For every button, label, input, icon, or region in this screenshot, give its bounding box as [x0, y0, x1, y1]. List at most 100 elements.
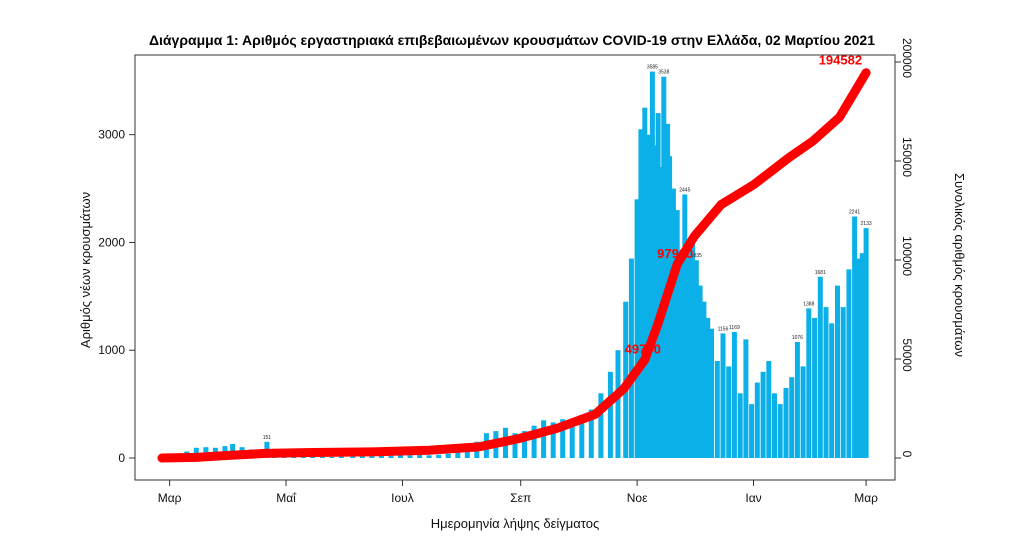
bar: [789, 377, 795, 458]
bar: [846, 269, 852, 458]
bars-layer: [159, 71, 869, 459]
bar: [319, 456, 325, 458]
bar: [686, 247, 692, 458]
bar: [754, 382, 760, 458]
y-right-tick-label: 200000: [900, 38, 914, 78]
bar: [550, 422, 556, 458]
bar: [388, 455, 394, 458]
y-left-tick-label: 0: [118, 451, 125, 465]
bar: [726, 366, 732, 458]
bar-value-label: 2445: [679, 188, 690, 194]
bar: [638, 129, 644, 459]
bar: [634, 199, 640, 459]
bar: [455, 449, 461, 458]
chart-title: Διάγραμμα 1: Αριθμός εργαστηριακά επιβεβ…: [149, 32, 875, 48]
bar: [655, 113, 661, 458]
bar: [531, 425, 537, 458]
axes-layer: 0 1000 2000 3000 0 50000 100000 150000 200000 Μαρ…: [98, 38, 914, 505]
bar: [856, 258, 861, 458]
bar: [615, 350, 621, 458]
bar-value-label: 1156: [718, 326, 729, 332]
x-tick-label: Μαρ: [854, 491, 878, 505]
y-right-tick-label: 50000: [900, 338, 914, 372]
bar: [445, 453, 451, 458]
x-tick-label: Μαρ: [158, 491, 182, 505]
bar: [661, 76, 667, 458]
bar: [350, 456, 356, 458]
bar: [682, 194, 688, 458]
bar: [674, 210, 680, 458]
bar: [859, 253, 865, 458]
bar: [598, 393, 604, 458]
bar: [777, 404, 783, 458]
x-tick-label: Μαΐ: [276, 491, 297, 505]
bar-value-label: 1388: [803, 301, 814, 307]
bar: [300, 456, 306, 458]
x-axis-label: Ημερομηνία λήψης δείγματος: [431, 516, 600, 531]
bar: [823, 307, 829, 458]
y-left-tick-label: 2000: [98, 235, 125, 249]
bar: [398, 455, 403, 458]
bar: [800, 366, 806, 458]
bar: [426, 455, 432, 458]
bar-value-label: 151: [263, 435, 272, 441]
y-left-tick-label: 3000: [98, 128, 125, 142]
line-layer: [157, 68, 871, 463]
bar: [649, 71, 655, 458]
bar: [670, 188, 676, 458]
x-tick-label: Ιουλ: [391, 491, 414, 505]
bar: [690, 242, 695, 458]
bar: [720, 333, 726, 458]
bar: [642, 107, 648, 458]
x-tick-label: Ιαν: [745, 491, 761, 505]
bar: [829, 323, 835, 458]
bar: [628, 258, 634, 458]
cumulative-value-label: 97900: [657, 246, 693, 261]
x-tick-label: Νοε: [627, 491, 648, 505]
bar-value-label: 1169: [729, 325, 740, 331]
y-axis-right-label: Συνολικός αριθμός κρουσμάτων: [952, 173, 967, 357]
bar: [697, 285, 703, 458]
bar: [667, 156, 673, 458]
bar: [714, 361, 720, 458]
bar: [588, 409, 594, 458]
cumulative-value-label: 194582: [819, 53, 862, 68]
bar: [329, 456, 335, 458]
bar: [607, 371, 613, 458]
bar: [512, 433, 518, 458]
bar: [852, 216, 858, 458]
bar: [701, 301, 707, 458]
y-right-tick-label: 0: [900, 451, 914, 458]
bar: [417, 454, 423, 458]
bar: [646, 134, 652, 458]
bar: [731, 332, 737, 458]
bar: [369, 455, 375, 458]
y-axis-left-label: Αριθμός νέων κρουσμάτων: [78, 192, 93, 348]
y-right-tick-label: 100000: [900, 236, 914, 276]
y-right-tick-label: 150000: [900, 137, 914, 177]
line-labels-layer: 49700 97900 194582: [625, 53, 862, 357]
bar: [560, 419, 566, 458]
bar: [840, 307, 846, 458]
bar: [817, 276, 823, 458]
bar: [522, 431, 527, 458]
bar-value-label: 1076: [792, 335, 803, 341]
bar: [378, 455, 384, 458]
bar: [863, 228, 869, 458]
bar-value-label: 3538: [658, 70, 669, 76]
bar-value-label: 2133: [861, 221, 872, 227]
bar: [766, 361, 772, 458]
bar: [783, 387, 789, 458]
bar-value-label: 1835: [691, 253, 702, 259]
bar: [541, 420, 547, 458]
bar: [579, 414, 585, 458]
cumulative-value-label: 49700: [625, 342, 661, 357]
bar: [794, 342, 800, 458]
x-tick-label: Σεπ: [510, 491, 531, 505]
bar: [806, 308, 812, 458]
bar: [709, 328, 714, 458]
bar: [693, 260, 699, 458]
bar-value-label: 3585: [647, 65, 658, 71]
bar: [760, 371, 766, 458]
